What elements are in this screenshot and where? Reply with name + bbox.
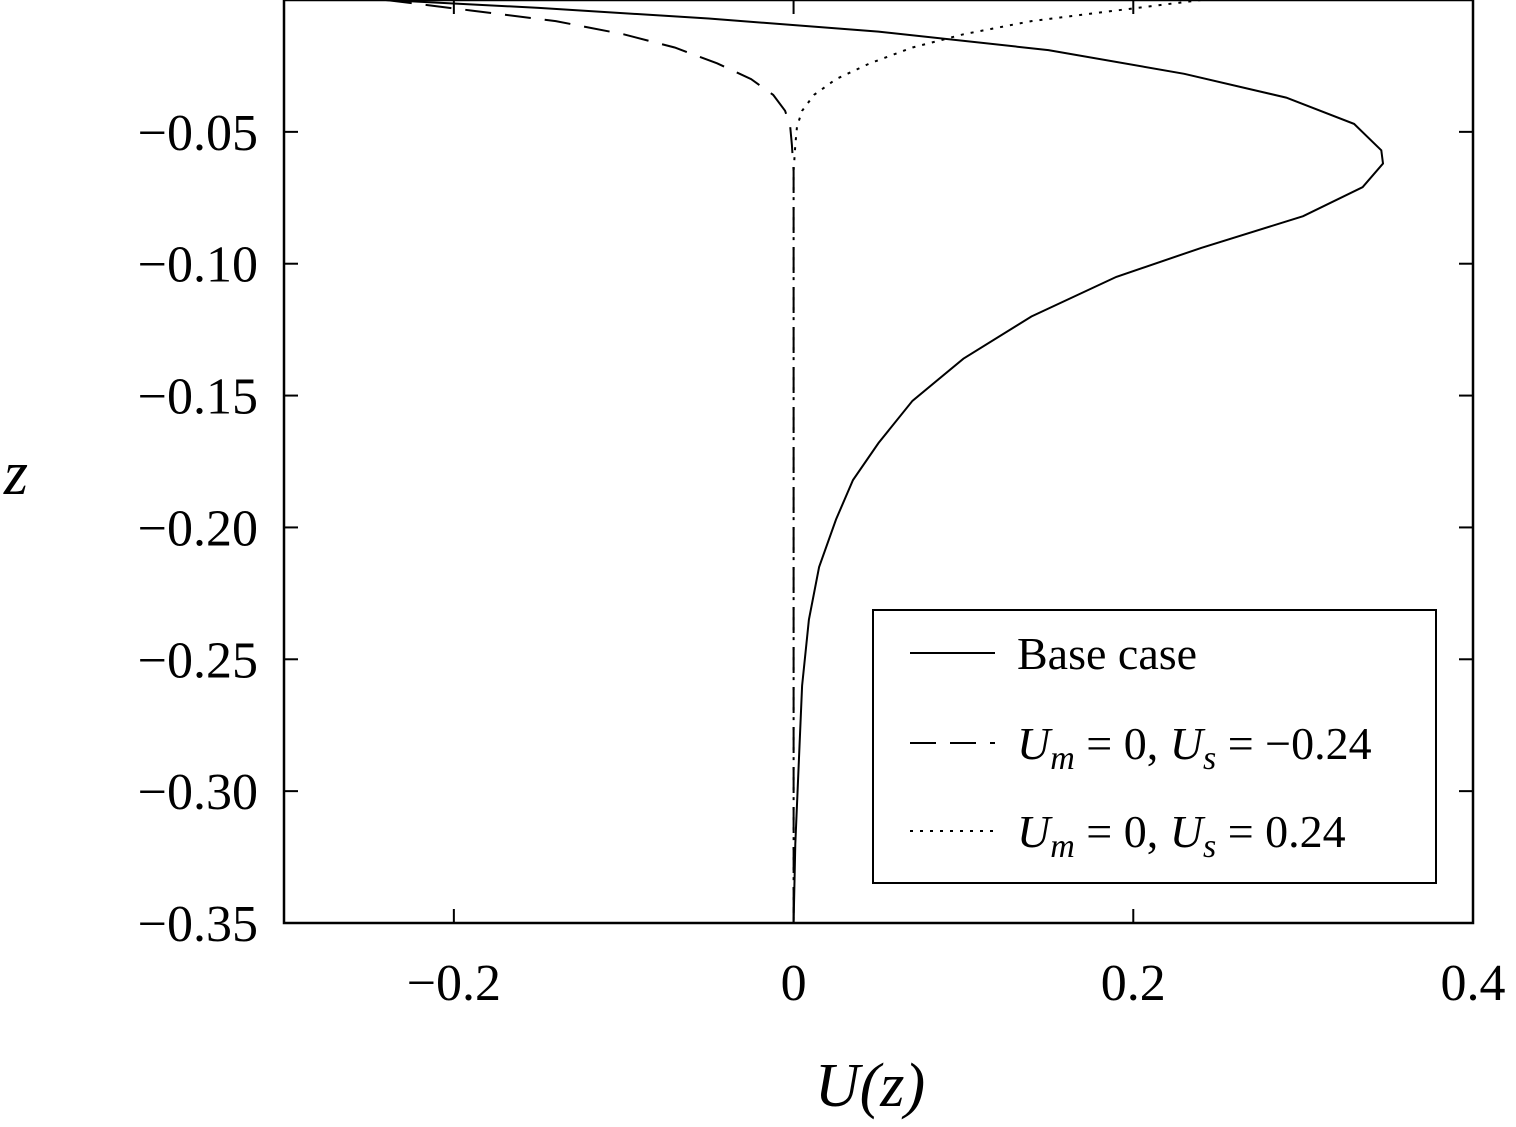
series-line-2 <box>792 0 1202 923</box>
y-axis: −0.05 −0.10 −0.15 −0.20 −0.25 −0.30 −0.35 <box>138 105 1473 953</box>
x-tick-label: 0 <box>781 955 807 1012</box>
x-tick-label: 0.4 <box>1441 955 1506 1012</box>
legend-entry: Base case <box>1017 628 1197 679</box>
plot-area <box>282 0 1475 925</box>
y-axis-label: z <box>3 440 28 508</box>
x-tick-label: 0.2 <box>1101 955 1166 1012</box>
y-tick-label: −0.10 <box>138 237 258 294</box>
x-tick-label: −0.2 <box>407 955 501 1012</box>
y-tick-label: −0.20 <box>138 500 258 557</box>
series-line-1 <box>385 0 795 923</box>
x-axis-label-text: U(z) <box>815 1052 925 1120</box>
plot-frame <box>282 0 1475 925</box>
legend-entry: Um = 0, Us = 0.24 <box>1017 806 1346 865</box>
y-tick-label: −0.05 <box>138 105 258 162</box>
x-axis: −0.2 0 0.2 0.4 <box>407 0 1506 1012</box>
y-tick-label: −0.25 <box>138 632 258 689</box>
y-tick-label: −0.35 <box>138 896 258 953</box>
x-axis-label: U(z) <box>815 1052 925 1120</box>
legend-entry: Um = 0, Us = −0.24 <box>1017 718 1372 777</box>
series-line-0 <box>385 0 1385 923</box>
y-tick-label: −0.15 <box>138 369 258 426</box>
y-tick-label: −0.30 <box>138 764 258 821</box>
legend: Base case Um = 0, Us = −0.24 Um = 0, Us = … <box>872 609 1437 884</box>
legend-box <box>872 609 1437 884</box>
